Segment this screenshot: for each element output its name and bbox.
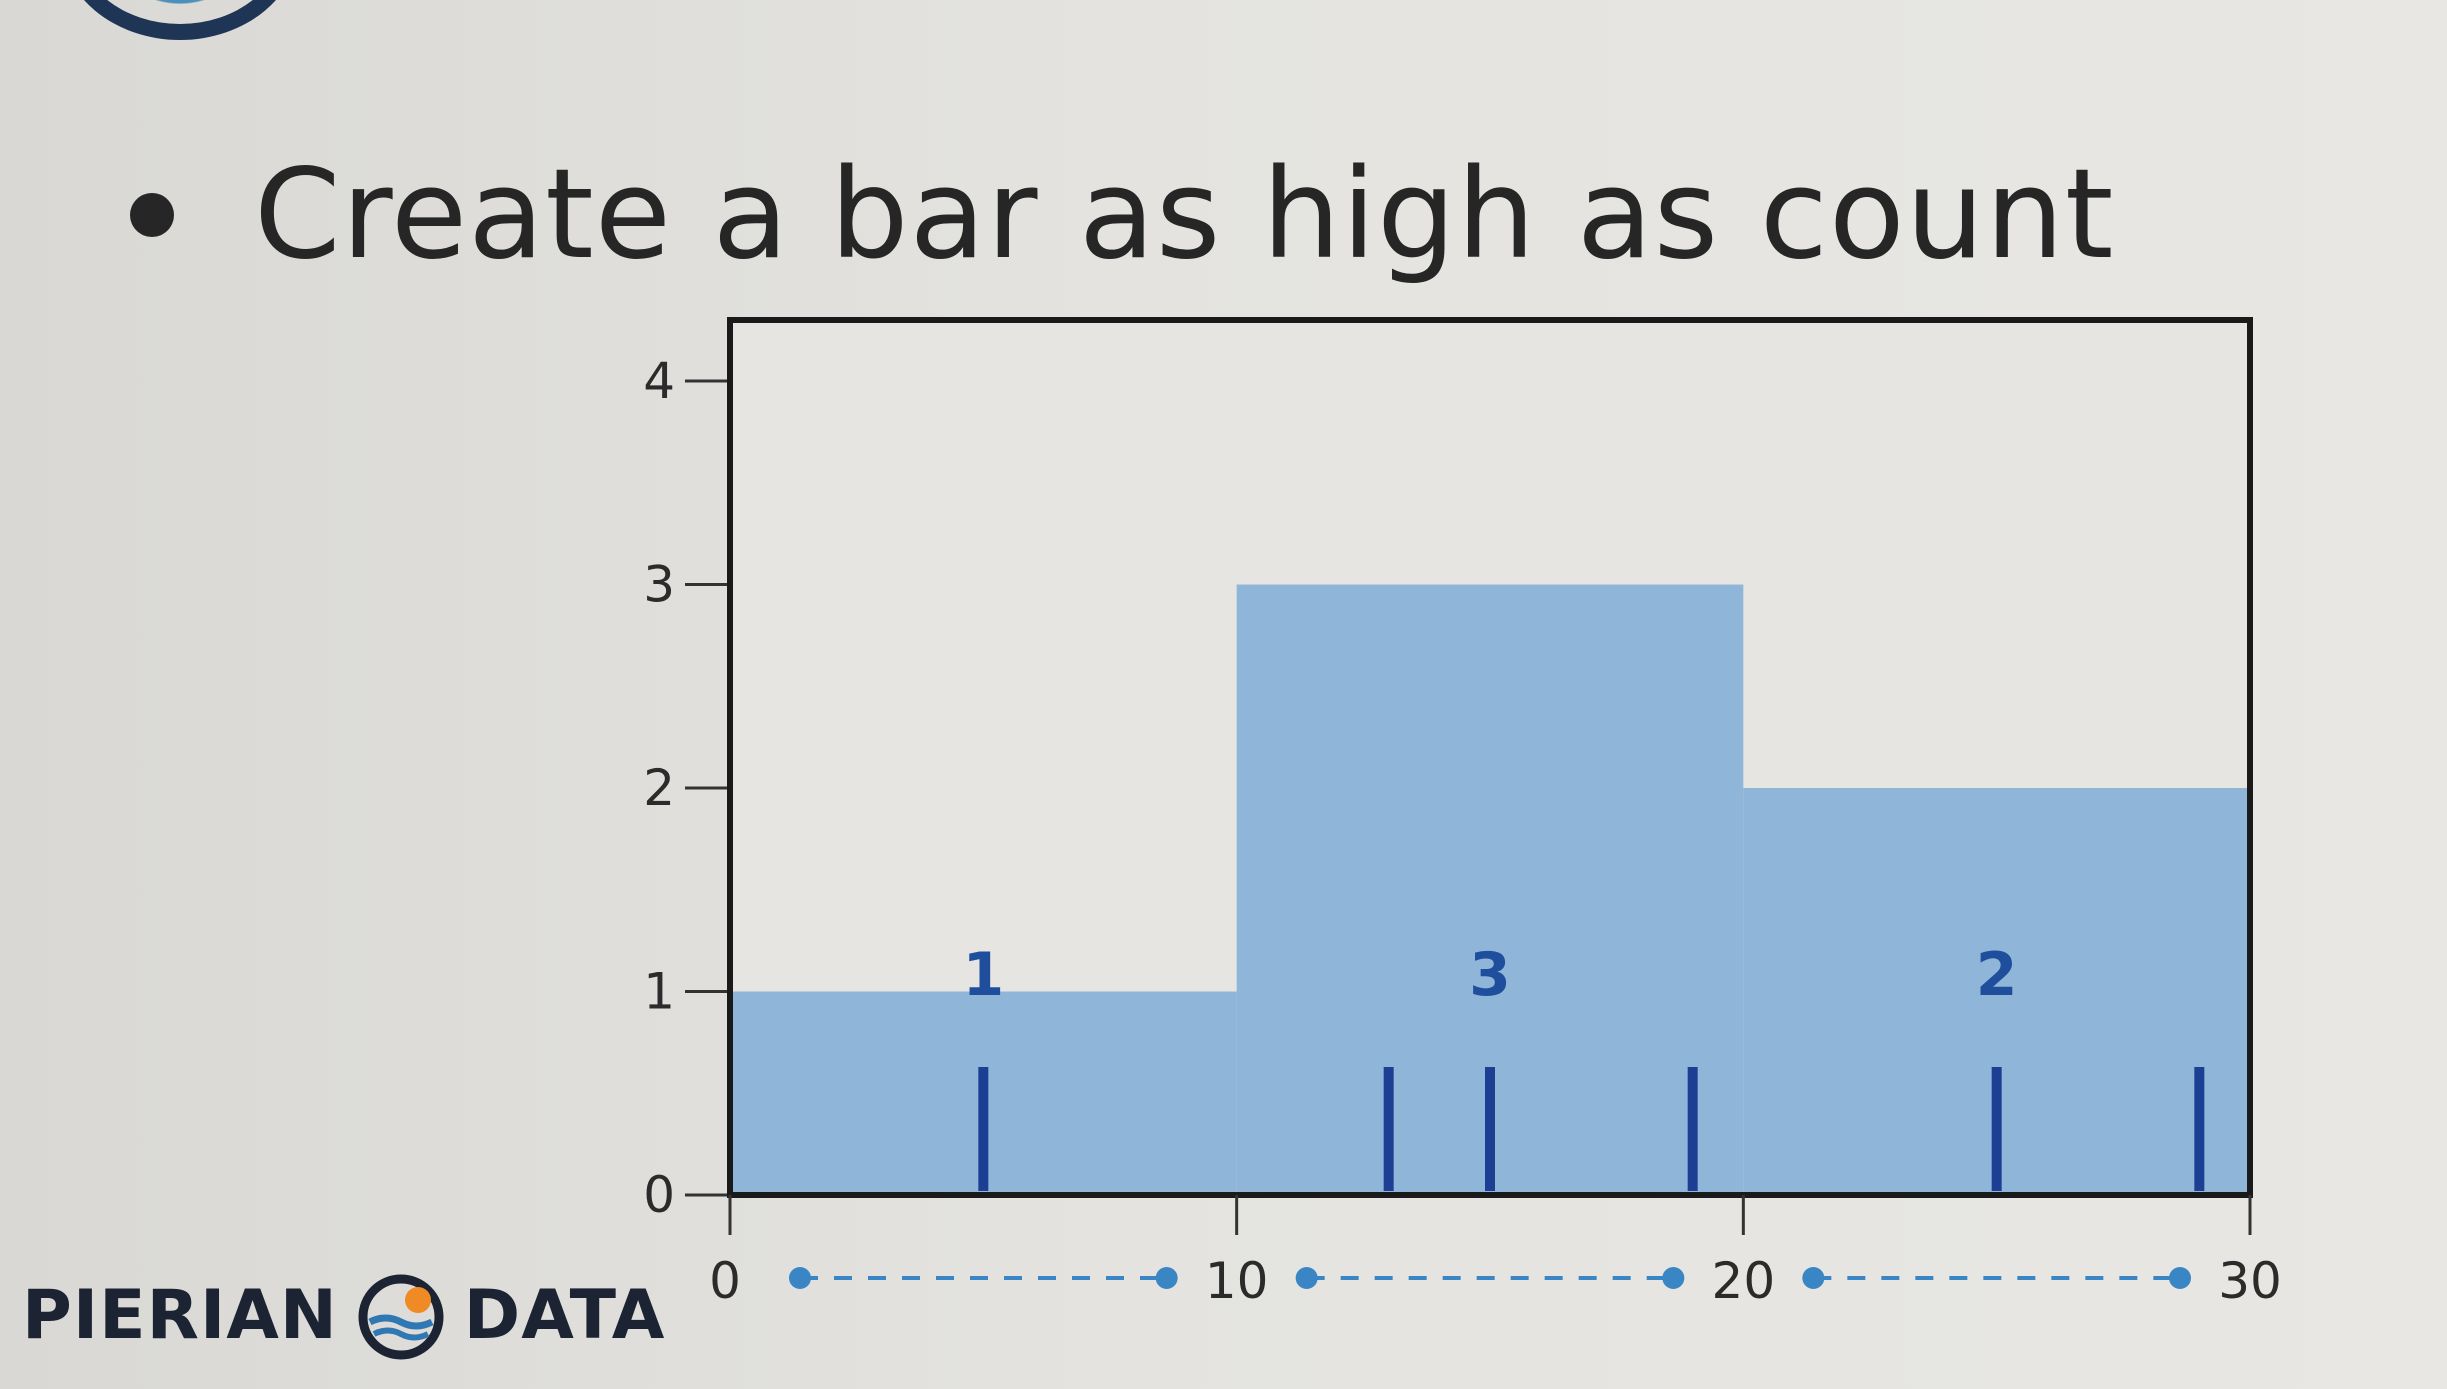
y-tick-label-2: 2 — [643, 759, 675, 817]
bin-range-start-dot-2 — [1295, 1267, 1318, 1289]
bullet-icon — [130, 193, 174, 237]
y-tick-label-1: 1 — [643, 963, 675, 1021]
brand-logo: PIERIAN DATA — [22, 1270, 665, 1360]
pierian-data-logo-icon — [358, 1274, 444, 1360]
bin-range-end-dot-1 — [1155, 1267, 1178, 1289]
bullet-text: Create a bar as high as count — [254, 143, 2115, 287]
bin-range-end-dot-2 — [1662, 1267, 1685, 1289]
x-tick-label-20: 20 — [1712, 1252, 1776, 1310]
x-tick-label-30: 30 — [2218, 1252, 2282, 1310]
bar-count-label-1: 1 — [962, 940, 1004, 1010]
plot-frame — [727, 317, 2253, 1198]
bar-count-label-2: 3 — [1469, 940, 1511, 1010]
brand-word-data: DATA — [463, 1275, 666, 1355]
x-tick-label-10: 10 — [1205, 1252, 1269, 1310]
y-tick-label-4: 4 — [643, 352, 675, 410]
bin-range-end-dot-3 — [2169, 1267, 2191, 1289]
y-tick-label-3: 3 — [643, 556, 675, 614]
bullet-point: Create a bar as high as count — [130, 140, 2115, 290]
brand-word-pierian: PIERIAN — [22, 1275, 338, 1355]
y-tick-label-0: 0 — [643, 1166, 675, 1224]
bin-range-start-dot-3 — [1802, 1267, 1825, 1289]
x-tick-label-0: 0 — [709, 1252, 741, 1310]
bar-count-label-3: 2 — [1976, 940, 2018, 1010]
bin-range-start-dot-1 — [789, 1267, 811, 1289]
